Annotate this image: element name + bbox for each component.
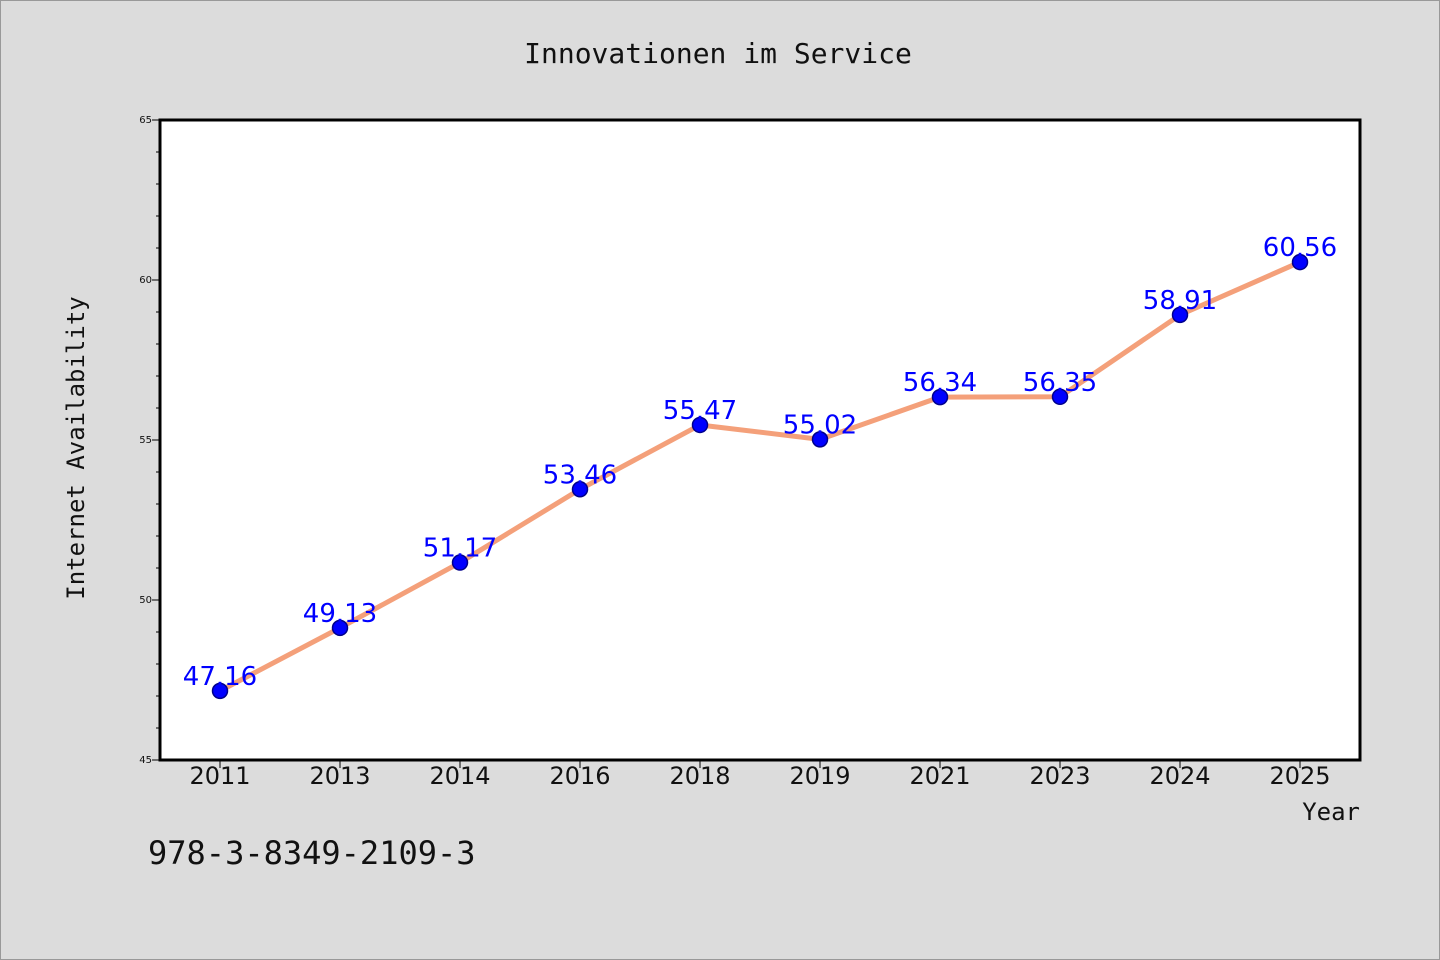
data-point (811, 431, 829, 448)
y-tick-label: 45 (139, 755, 152, 766)
data-label: 55.02 (783, 410, 857, 440)
data-label: 53.46 (543, 460, 617, 490)
x-tick-label: 2016 (549, 762, 610, 790)
data-labels-group: 47.16 49.13 51.17 53.46 55.47 55.02 56.34 56.35… (183, 233, 1337, 692)
y-tick-label: 65 (139, 115, 152, 126)
x-tick-label: 2025 (1269, 762, 1330, 790)
data-label: 49.13 (303, 599, 377, 629)
series-line-group (218, 259, 1302, 694)
data-point (1171, 306, 1189, 324)
data-point (571, 481, 589, 498)
data-label: 60.56 (1263, 233, 1337, 263)
x-tick-label: 2023 (1029, 762, 1090, 790)
data-label: 47.16 (183, 662, 257, 692)
y-tick-label: 55 (139, 435, 152, 446)
x-tick-label: 2024 (1149, 762, 1210, 790)
x-axis: 2011 2013 2014 2016 2018 2019 2021 2023 2024 2025 (189, 760, 1331, 790)
chart-title: Innovationen im Service (524, 37, 912, 70)
data-point (331, 619, 349, 637)
data-label: 56.34 (903, 368, 977, 398)
series-line (218, 259, 1302, 694)
x-tick-label: 2013 (309, 762, 370, 790)
x-tick-label: 2018 (669, 762, 730, 790)
y-tick-label: 60 (139, 275, 152, 286)
y-tick-label: 50 (139, 595, 152, 606)
series-markers-group (211, 253, 1309, 700)
plot-area (158, 118, 1362, 762)
data-label: 55.47 (663, 396, 737, 426)
y-axis: 45 50 55 60 65 (139, 115, 160, 766)
x-tick-label: 2014 (429, 762, 490, 790)
data-label: 58.91 (1143, 286, 1217, 316)
data-point (211, 682, 229, 700)
data-point (1051, 388, 1069, 406)
x-axis-label: Year (1302, 798, 1360, 826)
x-tick-label: 2021 (909, 762, 970, 790)
data-label: 51.17 (423, 534, 497, 564)
isbn-text: 978-3-8349-2109-3 (148, 834, 476, 872)
data-point (451, 554, 469, 571)
x-tick-label: 2011 (189, 762, 250, 790)
data-point (691, 416, 709, 434)
data-point (1291, 253, 1309, 271)
y-axis-label: Internet Availability (62, 296, 90, 599)
data-point (931, 388, 949, 406)
data-label: 56.35 (1023, 368, 1097, 398)
x-tick-label: 2019 (789, 762, 850, 790)
